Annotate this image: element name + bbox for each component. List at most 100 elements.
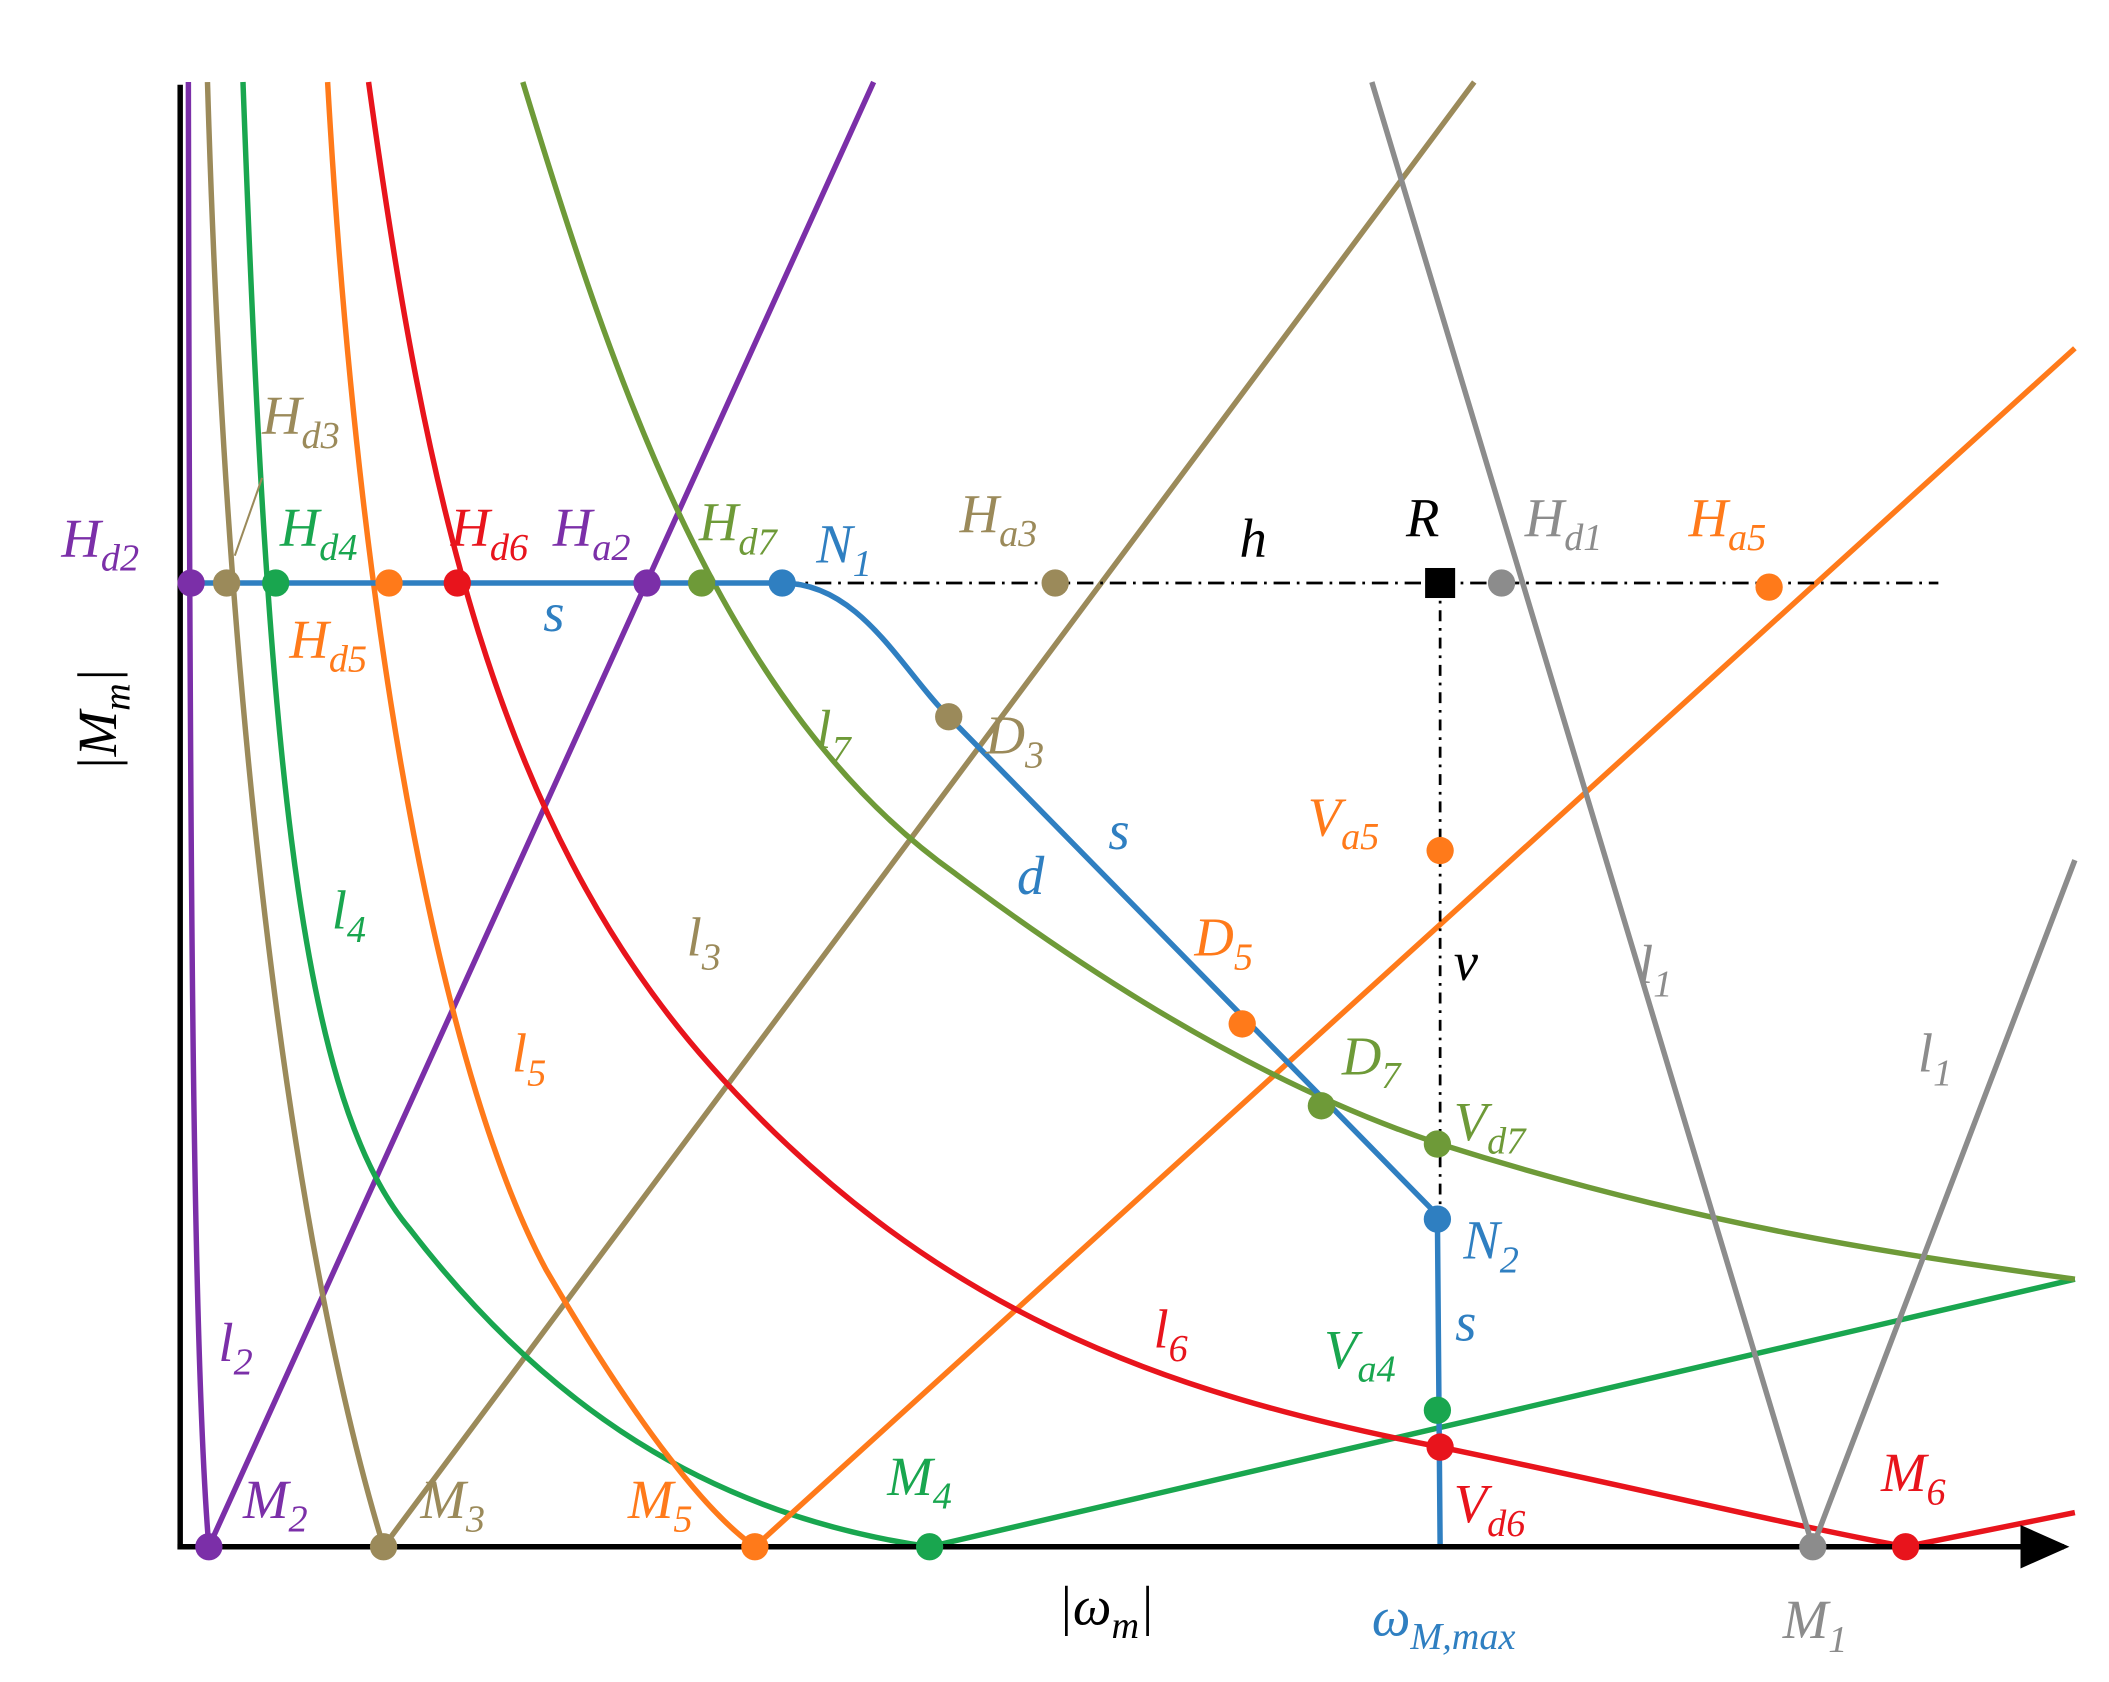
label-sub: d5	[329, 639, 367, 681]
label-main: D	[985, 705, 1025, 766]
label: R	[1405, 488, 1439, 549]
point	[1423, 1205, 1452, 1233]
label-main: H	[552, 497, 595, 558]
point	[1426, 836, 1454, 865]
label-main: l	[687, 907, 702, 968]
point	[177, 569, 205, 597]
point	[443, 569, 471, 597]
label: l7	[816, 699, 852, 771]
label-sub: 4	[933, 1476, 952, 1518]
label: M5	[627, 1469, 693, 1541]
point	[195, 1533, 223, 1561]
point	[212, 569, 241, 597]
label-sub: 6	[1927, 1471, 1946, 1513]
label-sub: 3	[465, 1499, 485, 1541]
label-main: M	[1880, 1442, 1929, 1503]
point	[633, 569, 661, 597]
label-main: s	[543, 582, 564, 643]
label: s	[1455, 1292, 1476, 1353]
label-sub: d3	[302, 415, 340, 457]
label-main: H	[1688, 488, 1731, 549]
label-sub: 1	[1828, 1619, 1847, 1661]
label-sub: m	[97, 683, 139, 711]
label-main: V	[1454, 1091, 1493, 1152]
label-main: N	[1462, 1210, 1502, 1271]
label-main: H	[60, 508, 103, 569]
label: Hd6	[449, 497, 528, 569]
point	[375, 569, 403, 597]
label-sub: a2	[592, 527, 630, 569]
label-sub: 5	[673, 1499, 692, 1541]
point	[1891, 1533, 1920, 1561]
curve-l4	[240, 81, 2076, 1550]
label-sub: 2	[234, 1342, 253, 1384]
point	[768, 569, 796, 597]
label-sub: d6	[490, 527, 528, 569]
label: |ωm|	[1058, 1576, 1154, 1648]
point	[262, 569, 290, 597]
label-main: H	[261, 385, 304, 446]
label-main: |ω	[1058, 1576, 1112, 1637]
label-sub: 2	[1500, 1239, 1519, 1281]
point	[1041, 569, 1069, 597]
label-sub: m	[1111, 1605, 1139, 1647]
point	[1228, 1010, 1256, 1038]
point	[1423, 1130, 1452, 1158]
label-main: M	[627, 1469, 676, 1530]
label: Vd6	[1454, 1473, 1526, 1545]
label: Hd3	[261, 385, 340, 457]
label-main: H	[959, 483, 1002, 544]
label-main: H	[449, 497, 492, 558]
label-main: s	[1455, 1292, 1476, 1353]
label-sub: 7	[831, 729, 852, 771]
label: N2	[1462, 1210, 1519, 1282]
label: l4	[332, 879, 366, 951]
label-sub: d2	[101, 538, 139, 580]
point	[1426, 1433, 1454, 1461]
label-sub: d6	[1487, 1503, 1525, 1545]
label: D3	[985, 705, 1045, 777]
label-main: M	[886, 1446, 935, 1507]
label-main: D	[1193, 907, 1233, 968]
label-main: V	[1308, 787, 1347, 848]
label: Ha5	[1688, 488, 1767, 560]
label-main: l	[332, 879, 347, 940]
label-main: V	[1454, 1473, 1493, 1534]
curve-l7	[520, 81, 2076, 1282]
label: Ha3	[959, 483, 1038, 555]
label-sub: 1	[1653, 964, 1672, 1006]
curve-l6	[365, 81, 2076, 1550]
label-main: l	[1918, 1023, 1933, 1084]
label: M4	[886, 1446, 952, 1518]
label: Hd2	[60, 508, 139, 580]
label-main: R	[1405, 488, 1439, 549]
label-main: ω	[1372, 1586, 1411, 1647]
label: |Mm|	[67, 668, 139, 771]
label-main: l	[1638, 934, 1653, 995]
label-post: |	[1139, 1576, 1154, 1637]
point	[1307, 1092, 1336, 1120]
curve-l2	[185, 80, 877, 1558]
label: Hd1	[1524, 488, 1603, 560]
point	[1487, 569, 1516, 597]
label-sub: d4	[319, 527, 357, 569]
label: l5	[512, 1023, 546, 1095]
point	[1755, 573, 1783, 601]
label-main: l	[1153, 1298, 1168, 1359]
label-main: s	[1108, 800, 1129, 861]
label: s	[1108, 800, 1129, 861]
label: v	[1454, 931, 1479, 992]
label-main: l	[816, 699, 831, 760]
label: N1	[815, 514, 872, 586]
label: D7	[1341, 1025, 1402, 1097]
label-sub: d7	[738, 521, 778, 563]
curves	[185, 80, 2078, 1558]
point	[741, 1533, 769, 1561]
label-main: H	[279, 497, 322, 558]
point-r	[1425, 567, 1456, 599]
label-main: H	[698, 492, 741, 553]
label-sub: a4	[1357, 1349, 1395, 1391]
label-sub: d1	[1564, 517, 1602, 559]
label-main: v	[1454, 931, 1479, 992]
